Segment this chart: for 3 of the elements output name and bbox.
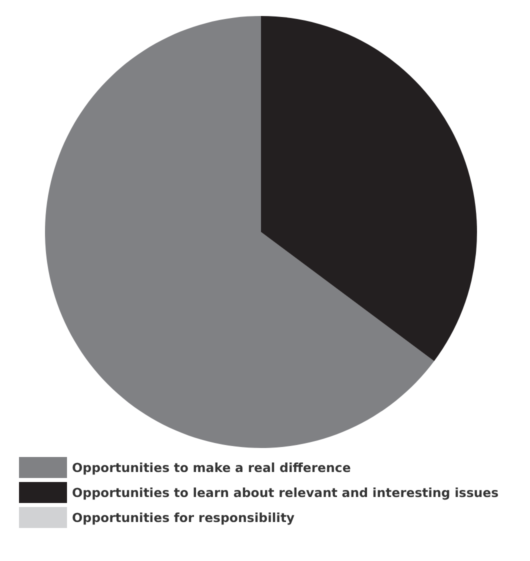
- legend-label: Opportunities to learn about relevant and interesting issues: [72, 485, 499, 500]
- legend-label: Opportunities for responsibility: [72, 510, 295, 525]
- legend-label: Opportunities to make a real difference: [72, 460, 351, 475]
